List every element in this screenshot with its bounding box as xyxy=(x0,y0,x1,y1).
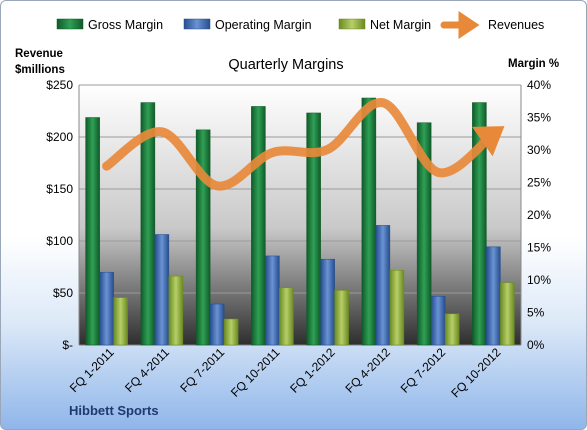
legend: Gross Margin Operating Margin Net Margin… xyxy=(56,11,544,39)
bars xyxy=(85,97,515,346)
bar-operating-margin xyxy=(99,271,114,346)
chart-title: Quarterly Margins xyxy=(228,57,343,73)
legend-label-revenues: Revenues xyxy=(488,18,544,32)
right-tick-label: 30% xyxy=(527,143,551,157)
left-tick-label: $100 xyxy=(46,234,73,248)
bar-operating-margin xyxy=(430,296,446,346)
right-tick-label: 0% xyxy=(527,338,545,352)
right-tick-label: 35% xyxy=(527,111,551,125)
legend-label-operating-margin: Operating Margin xyxy=(215,18,312,32)
left-axis-title-line1: Revenue xyxy=(15,48,63,60)
revenue-line xyxy=(102,98,505,191)
bar-gross-margin xyxy=(195,129,211,346)
bar-gross-margin xyxy=(306,112,321,346)
category-label: FQ 1-2012 xyxy=(287,345,338,396)
bar-operating-margin xyxy=(154,234,170,346)
category-label: FQ 10-2011 xyxy=(228,345,283,400)
bar-net-margin xyxy=(113,297,128,346)
company-name: Hibbett Sports xyxy=(69,403,159,418)
legend-item-gross-margin: Gross Margin xyxy=(56,18,163,32)
bar-net-margin xyxy=(500,282,515,346)
bar-gross-margin xyxy=(472,102,487,346)
left-tick-label: $- xyxy=(62,338,73,352)
bar-net-margin xyxy=(168,275,184,346)
bar-net-margin xyxy=(444,313,460,346)
legend-label-gross-margin: Gross Margin xyxy=(88,18,163,32)
left-tick-label: $250 xyxy=(46,78,73,92)
left-tick-label: $150 xyxy=(46,182,73,196)
revenue-line-path xyxy=(102,98,505,191)
right-tick-label: 15% xyxy=(527,241,551,255)
legend-label-net-margin: Net Margin xyxy=(370,18,431,32)
category-label: FQ 7-2011 xyxy=(177,345,227,395)
bar-net-margin xyxy=(279,287,294,346)
bar-operating-margin xyxy=(486,246,501,346)
legend-item-revenues: Revenues xyxy=(440,11,544,39)
bar-gross-margin xyxy=(251,106,266,346)
bar-gross-margin xyxy=(85,117,100,346)
legend-item-net-margin: Net Margin xyxy=(338,18,431,32)
left-axis-title-line2: $millions xyxy=(15,64,65,76)
right-axis-title: Margin % xyxy=(508,58,559,70)
bar-operating-margin xyxy=(320,258,335,346)
bar-operating-margin xyxy=(265,255,280,346)
left-tick-label: $200 xyxy=(46,130,73,144)
right-tick-label: 25% xyxy=(527,176,551,190)
category-label: FQ 4-2011 xyxy=(122,345,172,395)
category-label: FQ 10-2012 xyxy=(448,345,503,400)
bar-gross-margin xyxy=(361,97,377,346)
right-tick-label: 10% xyxy=(527,273,551,287)
bar-operating-margin xyxy=(209,303,225,346)
legend-item-operating-margin: Operating Margin xyxy=(183,18,312,32)
category-label: FQ 1-2011 xyxy=(67,345,117,395)
category-label: FQ 4-2012 xyxy=(343,345,394,396)
bar-net-margin xyxy=(334,290,349,346)
bar-gross-margin xyxy=(416,122,432,346)
bar-net-margin xyxy=(223,318,239,346)
right-tick-label: 40% xyxy=(527,78,551,92)
bar-gross-margin xyxy=(140,102,156,346)
category-label: FQ 7-2012 xyxy=(398,345,449,396)
right-tick-label: 20% xyxy=(527,208,551,222)
left-tick-label: $50 xyxy=(53,286,73,300)
bar-net-margin xyxy=(389,270,405,346)
bar-operating-margin xyxy=(375,225,391,346)
right-tick-label: 5% xyxy=(527,306,545,320)
